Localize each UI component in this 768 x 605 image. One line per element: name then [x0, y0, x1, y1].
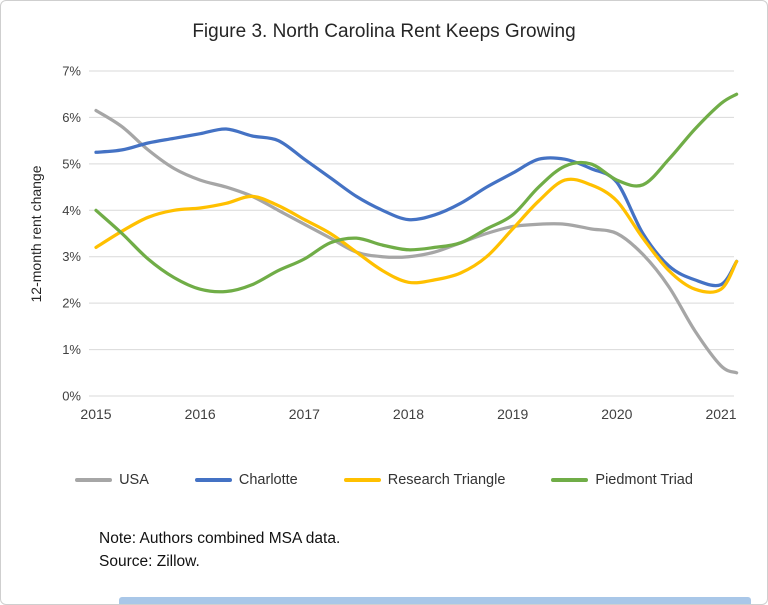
- legend-item-piedmont-triad: Piedmont Triad: [551, 472, 693, 488]
- legend-label-piedmont-triad: Piedmont Triad: [595, 472, 693, 488]
- legend-swatch-usa: [75, 478, 113, 482]
- series-line-charlotte: [94, 127, 739, 288]
- x-tick-label: 2020: [601, 406, 632, 422]
- legend-swatch-research-triangle: [343, 478, 381, 482]
- x-tick-label: 2015: [80, 406, 111, 422]
- legend-label-usa: USA: [119, 472, 149, 488]
- legend-label-charlotte: Charlotte: [238, 472, 298, 488]
- legend-swatch-charlotte: [194, 478, 232, 482]
- series-line-piedmont-triad: [94, 92, 739, 294]
- y-axis-title: 12-month rent change: [28, 165, 44, 302]
- y-tick-label: 6%: [62, 110, 81, 125]
- series-line-usa: [94, 108, 739, 375]
- x-tick-label: 2017: [289, 406, 320, 422]
- x-tick-label: 2019: [497, 406, 528, 422]
- chart-title: Figure 3. North Carolina Rent Keeps Grow…: [192, 21, 576, 42]
- y-tick-label: 3%: [62, 249, 81, 264]
- legend-item-charlotte: Charlotte: [194, 472, 298, 488]
- x-tick-label: 2018: [393, 406, 424, 422]
- series-layer: [94, 92, 739, 375]
- x-tick-label: 2021: [705, 406, 736, 422]
- y-tick-label: 7%: [62, 64, 81, 79]
- y-tick-label: 4%: [62, 203, 81, 218]
- legend-item-research-triangle: Research Triangle: [343, 472, 506, 488]
- tick-layer: 0% 1% 2% 3% 4% 5% 6% 7% 2015 2016 2017 2018 2019 2020…: [62, 64, 737, 423]
- figure-notes: Note: Authors combined MSA data. Source:…: [99, 527, 340, 574]
- legend-swatch-piedmont-triad: [551, 478, 589, 482]
- chart-legend: USA Charlotte Research Triangle Piedmont Tr…: [1, 472, 767, 488]
- y-tick-label: 5%: [62, 156, 81, 171]
- note-line: Note: Authors combined MSA data.: [99, 530, 341, 547]
- y-tick-label: 0%: [62, 389, 81, 404]
- source-line: Source: Zillow.: [99, 553, 200, 571]
- x-tick-label: 2016: [185, 406, 216, 422]
- y-tick-label: 2%: [62, 296, 81, 311]
- bottom-accent-strip: [119, 597, 751, 604]
- series-line-research-triangle: [94, 177, 739, 294]
- grid-layer: [89, 70, 734, 397]
- legend-item-usa: USA: [75, 472, 149, 488]
- y-tick-label: 1%: [62, 342, 81, 357]
- legend-label-research-triangle: Research Triangle: [387, 472, 506, 488]
